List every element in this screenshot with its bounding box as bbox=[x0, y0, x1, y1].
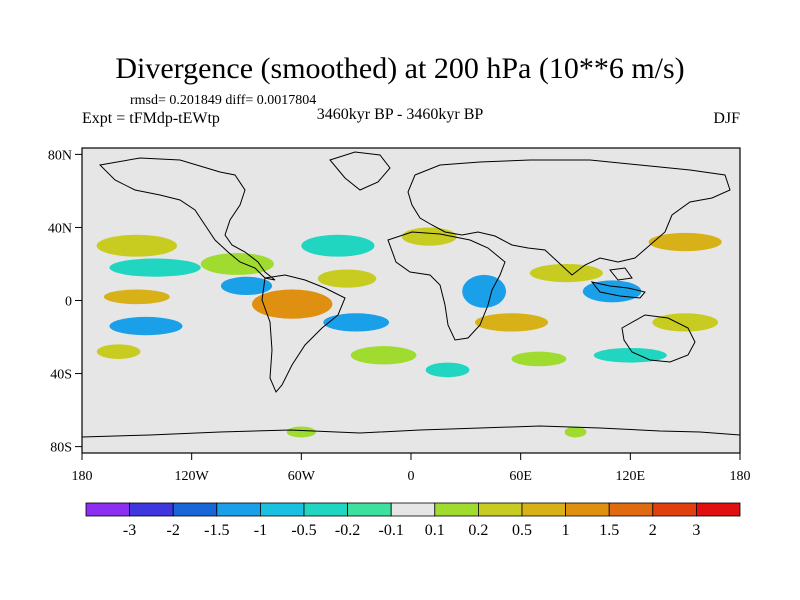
lat-tick-label: 0 bbox=[65, 295, 72, 310]
colorbar-label: 0.1 bbox=[425, 522, 445, 539]
colorbar-swatch bbox=[565, 502, 610, 517]
field-patch bbox=[323, 313, 390, 332]
coast-indonesia bbox=[590, 267, 646, 299]
colorbar-label: 0.2 bbox=[468, 522, 488, 539]
field-patch bbox=[350, 346, 417, 365]
period-label: 3460kyr BP - 3460kyr BP bbox=[316, 106, 484, 123]
field-patch bbox=[109, 258, 201, 277]
stats-text: rmsd= 0.201849 diff= 0.0017804 bbox=[130, 93, 317, 108]
field-patch bbox=[109, 316, 183, 336]
longitude-axis: 180 120W 60W 0 60E 120E 180 bbox=[72, 453, 751, 484]
colorbar-swatch bbox=[259, 502, 305, 517]
colorbar-label: -2 bbox=[167, 522, 180, 539]
field-patch bbox=[286, 426, 316, 438]
coast-australia bbox=[621, 314, 696, 363]
coastlines bbox=[82, 151, 740, 438]
colorbar-label: 0.5 bbox=[512, 522, 532, 539]
latitude-axis: 80N 40N 0 40S 80S bbox=[48, 148, 82, 456]
plot-title: Divergence (smoothed) at 200 hPa (10**6 … bbox=[115, 52, 685, 85]
colorbar-label: -3 bbox=[123, 522, 136, 539]
season-label: DJF bbox=[713, 110, 740, 127]
lat-tick-label: 40S bbox=[50, 368, 72, 383]
field-patch bbox=[582, 280, 642, 303]
colorbar-label: -0.5 bbox=[291, 522, 316, 539]
map-background bbox=[82, 148, 740, 453]
lon-tick-label: 120E bbox=[616, 469, 646, 484]
field-patch bbox=[511, 351, 567, 367]
lon-tick-label: 60W bbox=[288, 469, 316, 484]
lon-tick-label: 60E bbox=[509, 469, 532, 484]
field-patch bbox=[317, 269, 377, 288]
colorbar-swatch bbox=[390, 502, 436, 517]
colorbar-swatch bbox=[303, 502, 348, 517]
field-patch bbox=[564, 426, 587, 438]
colorbar-swatch bbox=[608, 502, 654, 517]
lon-tick-label: 180 bbox=[72, 469, 93, 484]
field-patch bbox=[251, 289, 333, 319]
coast-europe-asia bbox=[407, 159, 731, 276]
colorbar-label: -0.1 bbox=[379, 522, 404, 539]
colorbar-label: -0.2 bbox=[335, 522, 360, 539]
field-patch bbox=[96, 344, 141, 359]
field-patch bbox=[652, 313, 719, 332]
lon-tick-label: 0 bbox=[408, 469, 415, 484]
colorbar-label: 1.5 bbox=[599, 522, 619, 539]
coast-africa bbox=[387, 231, 506, 341]
field-patch bbox=[96, 234, 178, 257]
field-patch bbox=[474, 313, 549, 332]
colorbar-label: 1 bbox=[562, 522, 570, 539]
colorbar: -3 -2 -1.5 -1 -0.5 -0.2 -0.1 0.1 0.2 0.5 1 1.5 2 3 bbox=[85, 502, 741, 539]
colorbar-swatch bbox=[696, 502, 741, 517]
colorbar-label: -1 bbox=[254, 522, 267, 539]
field-patch bbox=[103, 289, 170, 305]
colorbar-swatch bbox=[477, 502, 523, 517]
colorbar-swatch bbox=[521, 502, 566, 517]
colorbar-label: 2 bbox=[649, 522, 657, 539]
colorbar-swatch bbox=[85, 502, 130, 517]
coast-south-america bbox=[261, 274, 346, 393]
colorbar-swatch bbox=[216, 502, 261, 517]
lat-tick-label: 80N bbox=[48, 148, 72, 163]
field-patch bbox=[200, 253, 274, 275]
field-patch bbox=[462, 274, 507, 308]
colorbar-label: -1.5 bbox=[204, 522, 229, 539]
experiment-label: Expt = tFMdp-tEWtp bbox=[82, 110, 220, 127]
colorbar-swatch bbox=[434, 502, 479, 517]
field-patch bbox=[425, 362, 470, 378]
colorbar-swatch bbox=[347, 502, 392, 517]
field-patch bbox=[648, 232, 722, 252]
lat-tick-label: 80S bbox=[50, 441, 72, 456]
field-patch bbox=[301, 234, 375, 257]
coast-antarctica bbox=[82, 425, 740, 438]
lat-tick-label: 40N bbox=[48, 221, 72, 236]
lon-tick-label: 120W bbox=[175, 469, 210, 484]
colorbar-swatch bbox=[129, 502, 174, 517]
field-patch bbox=[529, 263, 603, 283]
colorbar-swatch bbox=[172, 502, 218, 517]
coast-greenland bbox=[329, 151, 391, 191]
field-patch bbox=[401, 227, 457, 246]
field-patch bbox=[220, 276, 273, 296]
coast-north-america bbox=[98, 157, 276, 281]
lon-tick-label: 180 bbox=[730, 469, 751, 484]
colorbar-label: 3 bbox=[692, 522, 700, 539]
colorbar-swatch bbox=[652, 502, 697, 517]
